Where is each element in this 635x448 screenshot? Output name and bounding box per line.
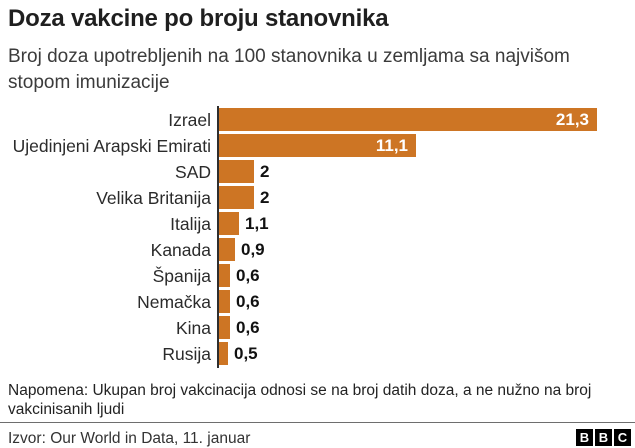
country-label: Kanada [150,240,211,260]
chart-subtitle: Broj doza upotrebljenih na 100 stanovnik… [8,46,570,93]
bar-row: Izrael 21,3 [0,108,635,134]
value-label: 0,6 [236,266,260,285]
bar-row: Španija 0,6 [0,264,635,290]
value-label: 21,3 [555,110,589,129]
bar-chart: Izrael 21,3 Ujedinjeni Arapski Emirati 11,1… [0,106,635,370]
value-label: 1,1 [245,214,269,233]
value-label: 2 [260,188,270,207]
bbc-logo-letter: C [614,429,631,446]
country-label: Rusija [162,344,211,364]
y-axis-line [217,106,219,368]
country-label: SAD [175,162,211,182]
bar [219,186,254,209]
country-label: Kina [175,318,211,338]
bar-row: Kanada 0,9 [0,238,635,264]
bar [219,316,230,339]
value-label: 11,1 [375,136,408,155]
bar: 11,1 [219,134,416,157]
country-label: Izrael [168,110,211,130]
bar [219,264,230,287]
bar [219,342,228,365]
country-label: Nemačka [137,292,211,312]
bar: 21,3 [219,108,597,131]
country-label: Velika Britanija [96,188,211,208]
value-label: 0,6 [236,318,260,337]
page-title: Doza vakcine po broju stanovnika [8,5,389,32]
value-label: 0,9 [241,240,265,259]
bar-row: SAD 2 [0,160,635,186]
country-label: Ujedinjeni Arapski Emirati [12,136,211,156]
bar-row: Italija 1,1 [0,212,635,238]
bar-row: Velika Britanija 2 [0,186,635,212]
bar-row: Rusija 0,5 [0,342,635,368]
value-label: 2 [260,162,270,181]
bbc-logo-letter: B [576,429,593,446]
bar-row: Kina 0,6 [0,316,635,342]
bbc-logo-letter: B [595,429,612,446]
footer-divider [0,422,635,423]
bar-row: Nemačka 0,6 [0,290,635,316]
country-label: Italija [170,214,211,234]
country-label: Španija [152,266,211,286]
source-credit: Izvor: Our World in Data, 11. januar [8,430,251,447]
chart-footnote: Napomena: Ukupan broj vakcinacija odnosi… [8,382,592,418]
bar-row: Ujedinjeni Arapski Emirati 11,1 [0,134,635,160]
bar [219,212,239,235]
bar [219,238,235,261]
value-label: 0,6 [236,292,260,311]
value-label: 0,5 [234,344,258,363]
bar [219,290,230,313]
bar [219,160,254,183]
